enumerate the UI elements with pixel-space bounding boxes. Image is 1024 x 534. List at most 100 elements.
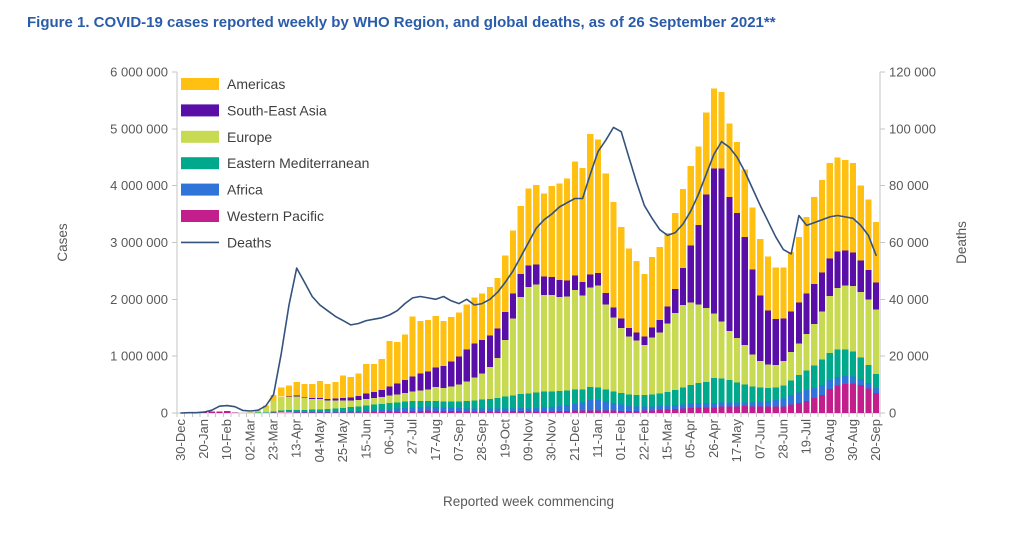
bar-segment — [664, 405, 671, 410]
bar-segment — [486, 408, 493, 412]
bar-segment — [502, 411, 509, 413]
bar-segment — [780, 267, 787, 319]
bar-segment — [687, 407, 694, 413]
bar-segment — [757, 401, 764, 407]
bar-segment — [486, 335, 493, 367]
bar-segment — [486, 398, 493, 409]
bar-segment — [602, 304, 609, 390]
bar-segment — [641, 336, 648, 346]
x-tick-label: 11-Jan — [590, 419, 605, 458]
bar-segment — [857, 378, 864, 386]
bar-segment — [401, 392, 408, 402]
x-tick-label: 02-Mar — [242, 418, 257, 460]
bar-segment — [347, 397, 354, 401]
bar-segment — [424, 400, 432, 407]
bar-segment — [602, 292, 609, 305]
bar-segment — [625, 405, 633, 411]
bar-segment — [347, 400, 354, 408]
bar-segment — [834, 349, 841, 378]
bar-segment — [865, 364, 872, 384]
bar-segment — [540, 407, 548, 412]
bar-segment — [633, 260, 640, 333]
bar-segment — [865, 299, 872, 365]
bar-segment — [502, 255, 509, 313]
x-tick-label: 17-Aug — [428, 419, 443, 461]
bar-segment — [370, 412, 378, 413]
bar-segment — [857, 357, 864, 379]
bar-segment — [424, 406, 432, 411]
bar-segment — [641, 345, 648, 396]
bar-segment — [571, 290, 578, 390]
bar-segment — [795, 375, 802, 393]
bar-segment — [873, 388, 880, 394]
bar-segment — [625, 248, 633, 329]
bar-segment — [703, 112, 710, 195]
bar-segment — [625, 336, 633, 395]
bar-segment — [749, 207, 756, 270]
bar-segment — [540, 391, 548, 408]
bar-segment — [772, 318, 779, 365]
bar-segment — [718, 402, 725, 407]
bar-segment — [533, 284, 540, 393]
bar-segment — [695, 382, 702, 403]
bar-segment — [772, 364, 779, 388]
bar-segment — [564, 404, 571, 411]
bar-segment — [424, 371, 432, 390]
bar-segment — [494, 328, 501, 359]
bar-segment — [548, 407, 555, 412]
bar-segment — [401, 411, 408, 413]
bar-segment — [842, 250, 849, 286]
bar-segment — [873, 309, 880, 374]
bar-segment — [741, 384, 748, 403]
bar-segment — [610, 403, 617, 411]
legend-label: Deaths — [227, 234, 271, 250]
bar-segment — [834, 157, 841, 252]
bar-segment — [664, 323, 671, 392]
x-tick-label: 09-Nov — [521, 419, 536, 461]
bar-segment — [834, 385, 841, 413]
bar-segment — [873, 222, 880, 283]
bar-segment — [509, 408, 517, 412]
bar-segment — [687, 302, 694, 385]
bar-segment — [842, 285, 849, 350]
bar-segment — [285, 412, 293, 413]
bar-segment — [718, 378, 725, 403]
bar-segment — [479, 399, 486, 409]
bar-segment — [695, 407, 702, 413]
bar-segment — [710, 377, 717, 403]
bar-segment — [378, 397, 385, 404]
bar-segment — [764, 256, 772, 311]
bar-segment — [679, 188, 687, 268]
y-left-axis-title: Cases — [55, 223, 70, 262]
bar-segment — [525, 287, 532, 394]
bar-segment — [394, 341, 401, 384]
bar-segment — [278, 412, 285, 413]
bar-segment — [726, 330, 733, 381]
x-tick-label: 07-Jun — [752, 419, 767, 459]
bar-segment — [347, 377, 354, 398]
y-left-tick-label: 5 000 000 — [110, 121, 168, 136]
bar-segment — [463, 381, 470, 401]
bar-segment — [594, 400, 602, 411]
bar-segment — [556, 390, 563, 406]
bar-segment — [834, 251, 841, 288]
bar-segment — [370, 398, 378, 405]
bar-segment — [757, 238, 764, 296]
bar-segment — [386, 411, 393, 413]
bar-segment — [270, 400, 277, 412]
bar-segment — [394, 411, 401, 413]
bar-segment — [455, 384, 463, 402]
legend-label: Europe — [227, 129, 272, 145]
bar-segment — [865, 270, 872, 300]
bar-segment — [278, 410, 285, 413]
bar-segment — [656, 406, 663, 411]
x-tick-label: 30-Dec — [173, 419, 188, 461]
bar-segment — [618, 393, 625, 405]
bar-segment — [378, 409, 385, 412]
x-tick-label: 01-Feb — [613, 419, 628, 460]
bar-segment — [602, 410, 609, 413]
bar-segment — [502, 312, 509, 340]
x-tick-label: 10-Feb — [219, 419, 234, 460]
bar-segment — [641, 410, 648, 413]
legend-label: Eastern Mediterranean — [227, 155, 369, 171]
